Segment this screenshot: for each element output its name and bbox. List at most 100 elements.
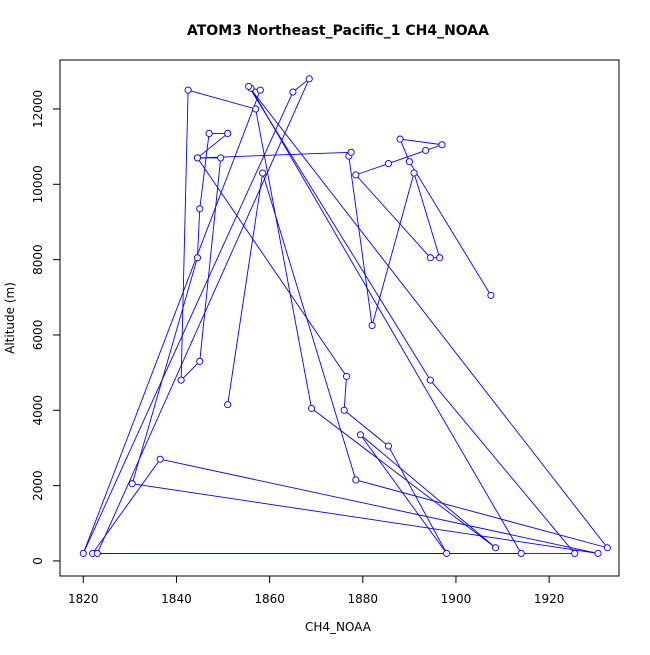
series-segment xyxy=(180,360,201,381)
data-point xyxy=(492,544,500,552)
series-segment xyxy=(429,379,576,554)
x-tick-label: 1880 xyxy=(348,592,379,606)
data-point xyxy=(245,82,253,90)
x-tick-label: 1900 xyxy=(441,592,472,606)
data-point xyxy=(156,455,164,463)
series-segment xyxy=(92,458,161,554)
series-segment xyxy=(355,174,431,259)
x-tick-label: 1840 xyxy=(161,592,192,606)
series-segment xyxy=(355,163,389,176)
x-tick-label: 1860 xyxy=(254,592,285,606)
data-point xyxy=(517,549,525,557)
data-point xyxy=(487,291,495,299)
series-segment xyxy=(96,78,310,554)
data-point xyxy=(289,88,297,96)
data-point xyxy=(196,357,204,365)
y-tick-label: 12000 xyxy=(31,90,45,128)
series-segment xyxy=(343,376,347,411)
data-point xyxy=(384,442,392,450)
series-segment xyxy=(248,86,431,381)
y-tick-label: 0 xyxy=(31,557,45,565)
data-point xyxy=(571,549,579,557)
series-segment xyxy=(160,458,599,554)
series-segment xyxy=(227,172,264,405)
x-axis-label: CH4_NOAA xyxy=(305,620,372,634)
series-segment xyxy=(355,479,608,549)
series-segment xyxy=(348,155,373,326)
data-point xyxy=(256,86,264,94)
series-segment xyxy=(388,149,426,165)
data-point xyxy=(305,75,313,83)
series-segment xyxy=(360,434,448,554)
data-point xyxy=(436,254,444,262)
data-point xyxy=(594,549,602,557)
series-segment xyxy=(82,89,261,554)
y-tick-label: 4000 xyxy=(31,395,45,426)
series-segment xyxy=(199,133,210,209)
data-point xyxy=(356,431,365,439)
data-point xyxy=(368,321,376,330)
series-segment xyxy=(132,483,599,554)
data-point xyxy=(603,544,611,552)
data-point xyxy=(196,205,204,213)
data-point xyxy=(443,549,451,557)
data-point xyxy=(352,171,360,179)
data-point xyxy=(410,169,418,177)
series-segment xyxy=(180,90,189,381)
x-tick-label: 1820 xyxy=(68,592,99,606)
data-point xyxy=(205,129,213,137)
series-segment xyxy=(262,172,357,481)
data-point xyxy=(217,154,225,162)
y-axis-label: Altitude (m) xyxy=(3,282,17,354)
data-point xyxy=(422,146,430,154)
series-segment xyxy=(371,172,415,326)
series-segment xyxy=(413,172,441,258)
data-point xyxy=(426,376,434,384)
series-segment xyxy=(131,257,198,484)
data-point xyxy=(177,376,185,384)
data-point xyxy=(193,254,201,262)
data-point xyxy=(193,154,201,162)
series-segment xyxy=(82,91,294,554)
data-point xyxy=(128,480,136,488)
y-tick-label: 6000 xyxy=(31,320,45,351)
series-segment xyxy=(360,434,496,549)
x-tick-label: 1920 xyxy=(534,592,565,606)
data-point xyxy=(384,160,392,168)
data-point xyxy=(426,254,434,262)
series-segment xyxy=(408,161,492,296)
y-tick-label: 8000 xyxy=(31,244,45,275)
data-point xyxy=(307,404,316,412)
series-segment xyxy=(250,88,522,554)
series-layer xyxy=(79,75,611,557)
series-segment xyxy=(187,89,256,110)
series-segment xyxy=(399,138,443,146)
series-segment xyxy=(199,157,222,362)
data-point xyxy=(224,129,232,137)
data-point xyxy=(93,549,101,557)
series-segment xyxy=(197,133,228,159)
data-point xyxy=(342,372,351,380)
x-axis: 1820 1840 1860 1880 1900 1920 xyxy=(68,575,565,606)
data-point xyxy=(396,135,404,143)
series-segment xyxy=(197,157,347,377)
data-point xyxy=(79,549,87,557)
chart-title: ATOM3 Northeast_Pacific_1 CH4_NOAA xyxy=(187,23,489,39)
series-segment xyxy=(343,409,389,447)
plot-frame xyxy=(59,59,620,577)
data-point xyxy=(347,148,355,156)
series-segment xyxy=(311,408,496,549)
data-point xyxy=(352,476,360,484)
series-segment xyxy=(388,445,448,554)
y-tick-label: 10000 xyxy=(31,165,45,203)
y-axis: 0 2000 4000 6000 8000 10000 12000 xyxy=(31,90,61,565)
data-point xyxy=(405,158,413,166)
data-point xyxy=(259,169,267,177)
series-segment xyxy=(399,138,410,162)
data-point xyxy=(224,401,232,409)
y-tick-label: 2000 xyxy=(31,470,45,501)
data-point xyxy=(252,105,260,113)
data-point xyxy=(340,406,348,414)
